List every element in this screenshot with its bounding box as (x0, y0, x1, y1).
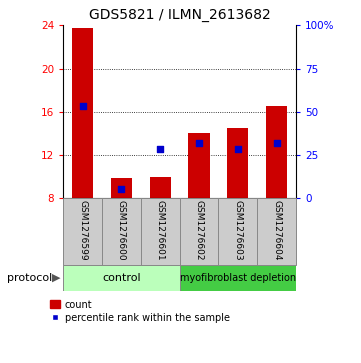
Bar (63, 198, 102, 265)
Text: protocol: protocol (7, 273, 52, 283)
Text: myofibroblast depletion: myofibroblast depletion (180, 273, 296, 283)
Bar (227, 128, 248, 198)
Text: ▶: ▶ (52, 273, 61, 283)
Bar (188, 133, 210, 198)
Bar (257, 198, 296, 265)
Bar (63, 265, 180, 291)
Bar (218, 198, 257, 265)
Text: GSM1276602: GSM1276602 (195, 200, 204, 260)
Text: GSM1276600: GSM1276600 (117, 200, 126, 261)
Text: control: control (102, 273, 141, 283)
Legend: count, percentile rank within the sample: count, percentile rank within the sample (50, 299, 230, 323)
Bar (266, 106, 287, 198)
Bar (72, 28, 93, 198)
Title: GDS5821 / ILMN_2613682: GDS5821 / ILMN_2613682 (89, 8, 270, 22)
Text: GSM1276599: GSM1276599 (78, 200, 87, 261)
Bar (141, 198, 180, 265)
Point (235, 146, 241, 152)
Bar (102, 198, 141, 265)
Text: GSM1276601: GSM1276601 (156, 200, 165, 261)
Point (196, 140, 202, 146)
Point (80, 103, 86, 109)
Bar (111, 179, 132, 198)
Bar (180, 265, 296, 291)
Point (118, 186, 124, 192)
Point (274, 140, 279, 146)
Text: GSM1276604: GSM1276604 (272, 200, 281, 260)
Bar (149, 178, 171, 198)
Point (157, 146, 163, 152)
Text: GSM1276603: GSM1276603 (233, 200, 242, 261)
Bar (180, 198, 218, 265)
